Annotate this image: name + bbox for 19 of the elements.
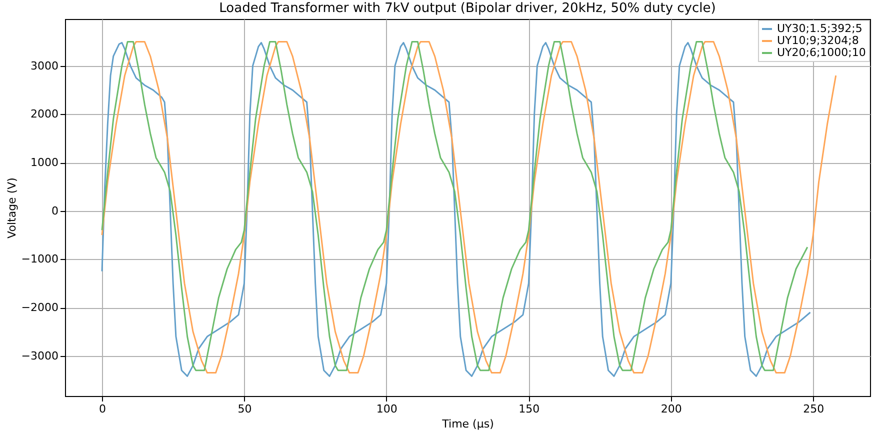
- y-tick-label: 3000: [30, 59, 58, 72]
- x-tick-label: 150: [518, 402, 540, 416]
- legend-label: UY20;6;1000;10: [777, 46, 866, 59]
- x-axis-title: Time (µs): [441, 418, 494, 430]
- y-tick-label: −2000: [21, 301, 58, 314]
- x-tick-label: 200: [660, 402, 682, 416]
- x-tick-label: 0: [98, 402, 106, 416]
- x-tick-label: 250: [803, 402, 824, 416]
- chart-title: Loaded Transformer with 7kV output (Bipolar driver, 20kHz, 50% duty cycle): [219, 1, 716, 16]
- y-tick-label: 2000: [30, 108, 58, 121]
- legend-label: UY30;1.5;392;5: [777, 22, 862, 35]
- y-axis-title: Voltage (V): [5, 178, 18, 238]
- x-tick-label: 50: [238, 402, 252, 416]
- y-tick-label: −3000: [21, 349, 58, 362]
- y-tick-label: 1000: [30, 156, 58, 170]
- y-tick-label: 0: [52, 204, 58, 218]
- y-tick-label: −1000: [21, 252, 58, 266]
- x-tick-label: 100: [376, 402, 398, 416]
- legend-label: UY10;9;3204;8: [777, 34, 859, 47]
